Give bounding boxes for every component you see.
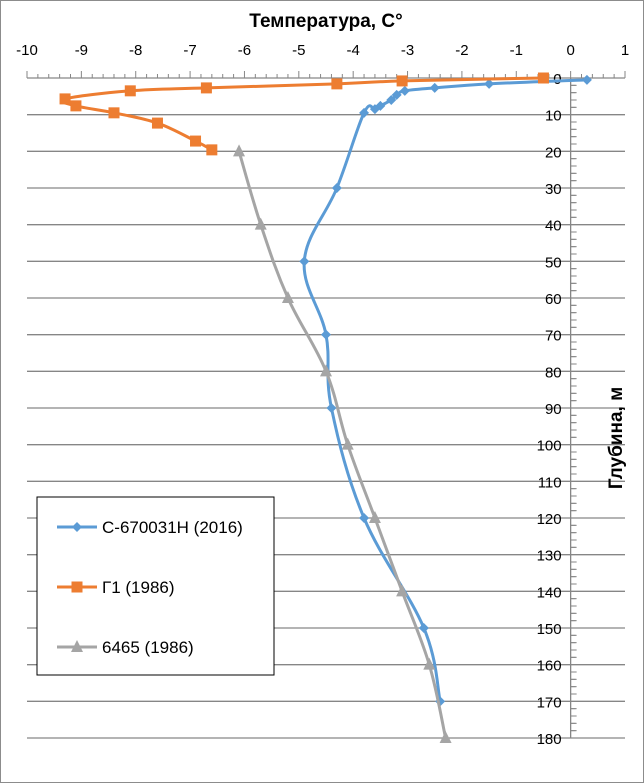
data-point — [341, 437, 354, 450]
y-tick-label: 180 — [537, 731, 562, 748]
data-point — [429, 82, 440, 93]
data-point — [124, 85, 136, 97]
x-tick-label: -3 — [401, 42, 414, 59]
series-2 — [233, 144, 452, 743]
y-tick-label: 40 — [545, 218, 562, 235]
data-point — [151, 117, 163, 129]
y-tick-label: 20 — [545, 144, 562, 161]
data-point — [418, 623, 429, 633]
data-point — [70, 100, 82, 112]
y-tick-label: 100 — [537, 438, 562, 455]
x-tick-label: 0 — [566, 42, 574, 59]
y-tick-label: 60 — [545, 291, 562, 308]
y-tick-label: 140 — [537, 584, 562, 601]
y-tick-label: 130 — [537, 548, 562, 565]
data-point — [321, 329, 331, 340]
y-tick-label: 50 — [545, 254, 562, 271]
y-tick-label: 80 — [545, 364, 562, 381]
x-tick-label: -8 — [129, 42, 142, 59]
data-point — [326, 403, 337, 413]
legend-label: Г1 (1986) — [102, 578, 175, 597]
x-tick-label: 1 — [621, 42, 629, 59]
data-point — [359, 107, 370, 118]
data-point — [190, 135, 202, 147]
y-tick-label: 30 — [545, 181, 562, 198]
y-axis-title: Глубина, м — [606, 387, 627, 489]
data-point — [200, 82, 212, 94]
data-point — [369, 104, 380, 115]
x-tick-label: -6 — [238, 42, 251, 59]
data-point — [537, 72, 549, 84]
legend: С-670031Н (2016) Г1 (1986) 6465 (1986) — [36, 496, 275, 676]
x-tick-label: -10 — [16, 42, 38, 59]
data-point — [359, 513, 370, 523]
y-tick-label: 160 — [537, 658, 562, 675]
axes: -10 -9 -8 -7 -6 -5 -4 -3 -2 -1 0 101020304050607080… — [16, 42, 629, 748]
data-point — [386, 95, 397, 105]
data-point — [399, 85, 410, 96]
data-point — [484, 78, 495, 89]
series-line — [302, 78, 588, 702]
data-point — [391, 89, 402, 100]
y-tick-label: 150 — [537, 621, 562, 638]
legend-marker — [71, 640, 83, 652]
data-point — [233, 144, 246, 157]
legend-marker — [72, 522, 82, 532]
series-layer — [59, 72, 592, 743]
data-point — [423, 657, 436, 670]
y-tick-label: 90 — [545, 401, 562, 418]
data-point — [331, 78, 343, 90]
data-point — [299, 256, 310, 267]
data-point — [396, 584, 409, 597]
y-tick-label: 10 — [545, 108, 562, 125]
data-point — [206, 144, 218, 156]
data-point — [581, 74, 592, 85]
data-point — [108, 107, 120, 119]
chart-title: Температура, C° — [249, 11, 402, 32]
x-tick-label: -7 — [183, 42, 196, 59]
y-tick-label: 120 — [537, 511, 562, 528]
legend-marker — [71, 581, 83, 593]
data-point — [331, 183, 342, 193]
data-point — [396, 75, 408, 87]
data-point — [59, 93, 71, 105]
x-tick-label: -4 — [347, 42, 360, 59]
legend-label: 6465 (1986) — [102, 638, 194, 657]
data-point — [281, 291, 294, 303]
x-tick-label: -1 — [510, 42, 523, 59]
series-1 — [59, 72, 549, 156]
y-tick-label: 70 — [545, 328, 562, 345]
x-tick-label: -9 — [75, 42, 88, 59]
data-point — [439, 731, 452, 743]
series-0 — [299, 74, 592, 707]
data-point — [368, 511, 381, 523]
x-tick-label: -5 — [292, 42, 305, 59]
data-point — [320, 364, 332, 377]
data-point — [254, 217, 267, 230]
x-tick-label: -2 — [455, 42, 468, 59]
y-tick-label: 170 — [537, 694, 562, 711]
legend-label: С-670031Н (2016) — [102, 518, 243, 537]
y-tick-label: 110 — [538, 474, 562, 491]
